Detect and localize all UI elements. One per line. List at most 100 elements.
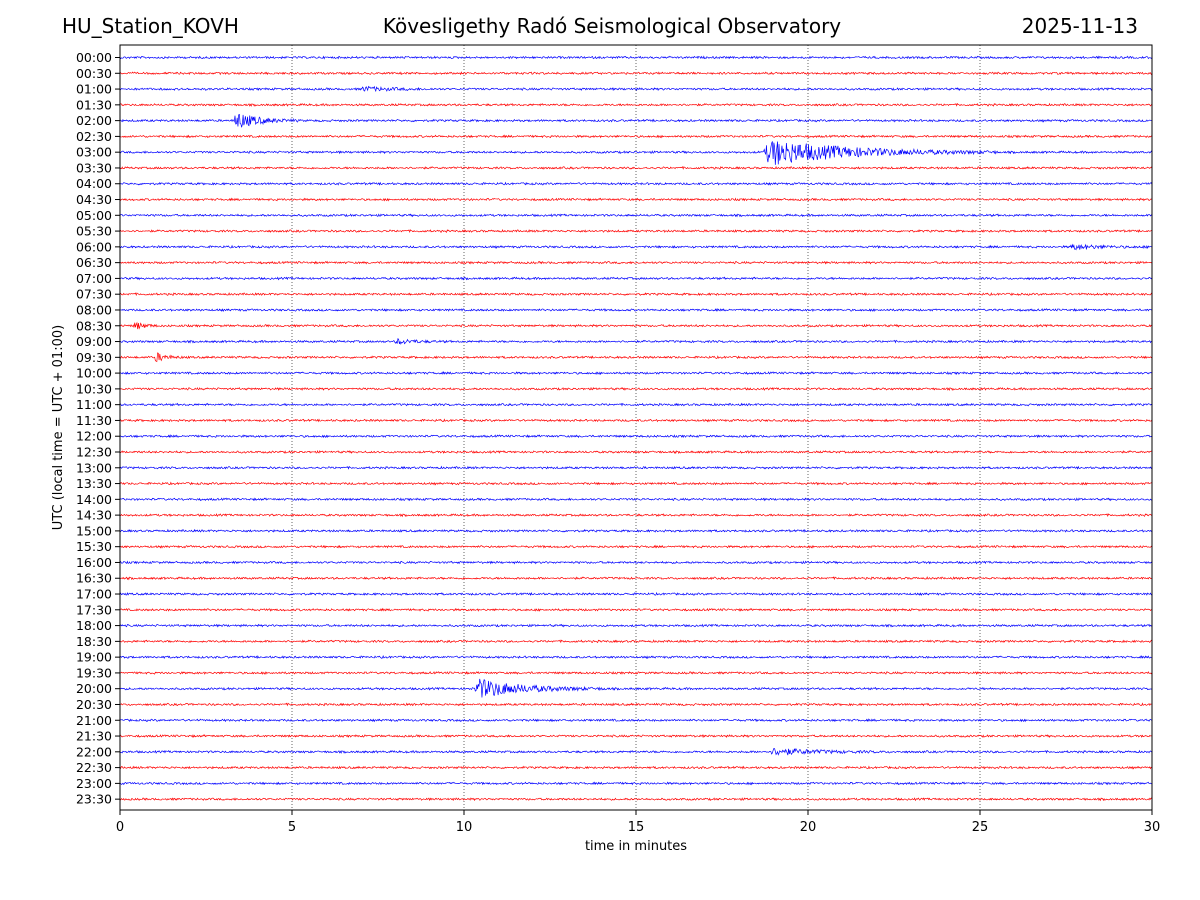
y-tick-label: 11:30 — [76, 413, 112, 428]
trace-line — [119, 134, 1153, 139]
trace-line — [119, 307, 1153, 312]
y-tick-label: 01:30 — [76, 97, 112, 112]
trace-line — [119, 114, 1153, 128]
y-tick-label: 21:00 — [76, 713, 112, 728]
y-tick-label: 21:30 — [76, 729, 112, 744]
y-tick-label: 23:30 — [76, 792, 112, 807]
trace-line — [119, 338, 1153, 345]
y-tick-label: 20:00 — [76, 681, 112, 696]
trace-line — [119, 352, 1153, 363]
y-tick-label: 13:00 — [76, 460, 112, 475]
y-tick-label: 09:30 — [76, 350, 112, 365]
trace-line — [119, 85, 1153, 93]
y-tick-label: 15:30 — [76, 539, 112, 554]
trace-line — [119, 321, 1153, 330]
trace-line — [119, 141, 1153, 165]
trace-line — [119, 513, 1153, 518]
trace-line — [119, 655, 1153, 660]
y-tick-label: 06:30 — [76, 255, 112, 270]
trace-line — [119, 71, 1153, 76]
trace-line — [119, 402, 1153, 407]
x-tick-label: 15 — [628, 820, 645, 835]
trace-line — [119, 434, 1153, 439]
x-tick-label: 30 — [1144, 820, 1161, 835]
y-tick-label: 04:30 — [76, 192, 112, 207]
trace-line — [119, 560, 1153, 565]
trace-line — [119, 734, 1153, 739]
trace-line — [119, 465, 1153, 470]
trace-line — [119, 213, 1153, 218]
chart-title: Kövesligethy Radó Seismological Observat… — [382, 14, 842, 38]
trace-line — [119, 450, 1153, 455]
trace-line — [119, 386, 1153, 391]
trace-line — [119, 544, 1153, 549]
y-tick-label: 15:00 — [76, 523, 112, 538]
y-tick-label: 03:00 — [76, 145, 112, 160]
trace-line — [119, 197, 1153, 202]
trace-line — [119, 765, 1153, 770]
trace-line — [119, 718, 1153, 723]
y-tick-label: 17:30 — [76, 602, 112, 617]
trace-line — [119, 576, 1153, 581]
trace-line — [119, 623, 1153, 628]
grid-lines — [291, 45, 981, 810]
y-tick-label: 02:00 — [76, 113, 112, 128]
trace-line — [119, 260, 1153, 265]
y-axis-label: UTC (local time = UTC + 01:00) — [51, 325, 66, 530]
y-tick-label: 12:30 — [76, 445, 112, 460]
trace-line — [119, 165, 1153, 170]
trace-line — [119, 55, 1153, 60]
chart-date: 2025-11-13 — [1021, 14, 1138, 38]
y-tick-label: 03:30 — [76, 160, 112, 175]
x-tick-label: 20 — [800, 820, 817, 835]
y-tick-label: 00:00 — [76, 50, 112, 65]
y-tick-label: 08:00 — [76, 302, 112, 317]
y-tick-label: 13:30 — [76, 476, 112, 491]
y-tick-label: 10:30 — [76, 381, 112, 396]
y-tick-label: 08:30 — [76, 318, 112, 333]
trace-line — [119, 481, 1153, 486]
trace-line — [119, 102, 1153, 107]
y-tick-label: 11:00 — [76, 397, 112, 412]
y-tick-label: 12:00 — [76, 429, 112, 444]
trace-line — [119, 292, 1153, 297]
trace-line — [119, 607, 1153, 612]
y-tick-label: 22:00 — [76, 744, 112, 759]
trace-line — [119, 639, 1153, 644]
station-name: HU_Station_KOVH — [62, 14, 239, 38]
y-tick-label: 18:00 — [76, 618, 112, 633]
y-tick-label: 16:30 — [76, 571, 112, 586]
x-axis-ticks: 0 5 10 15 20 25 30 — [116, 810, 1160, 835]
trace-line — [119, 181, 1153, 186]
y-tick-label: 16:00 — [76, 555, 112, 570]
trace-line — [119, 276, 1153, 281]
trace-line — [119, 591, 1153, 596]
y-axis-ticks: 00:0000:3001:0001:3002:0002:3003:0003:30… — [76, 50, 120, 807]
y-tick-label: 05:00 — [76, 208, 112, 223]
y-tick-label: 17:00 — [76, 587, 112, 602]
trace-line — [119, 670, 1153, 675]
trace-line — [119, 528, 1153, 533]
trace-line — [119, 747, 1153, 756]
x-tick-label: 25 — [972, 820, 989, 835]
y-tick-label: 05:30 — [76, 224, 112, 239]
y-tick-label: 00:30 — [76, 66, 112, 81]
seismic-traces — [119, 55, 1153, 802]
y-tick-label: 22:30 — [76, 760, 112, 775]
y-tick-label: 02:30 — [76, 129, 112, 144]
y-tick-label: 18:30 — [76, 634, 112, 649]
y-tick-label: 06:00 — [76, 239, 112, 254]
x-tick-label: 0 — [116, 820, 124, 835]
y-tick-label: 14:30 — [76, 508, 112, 523]
y-tick-label: 20:30 — [76, 697, 112, 712]
x-axis-label: time in minutes — [585, 839, 687, 854]
y-tick-label: 19:00 — [76, 650, 112, 665]
trace-line — [120, 243, 1153, 251]
trace-line — [119, 497, 1153, 502]
y-tick-label: 04:00 — [76, 176, 112, 191]
trace-line — [119, 781, 1153, 786]
y-tick-label: 01:00 — [76, 82, 112, 97]
trace-line — [119, 228, 1153, 234]
trace-line — [119, 418, 1153, 423]
